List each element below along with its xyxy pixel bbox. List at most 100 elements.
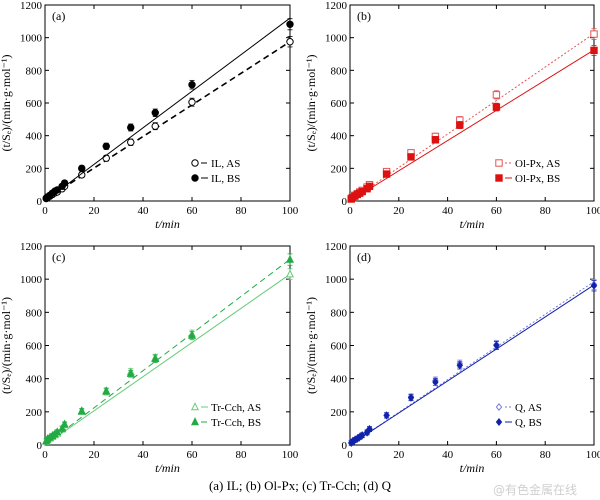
x-tick-label: 40 (442, 449, 454, 461)
data-point (127, 123, 135, 132)
data-point (127, 138, 135, 146)
y-tick-label: 600 (26, 98, 43, 110)
data-point (286, 38, 294, 46)
data-point (456, 121, 464, 129)
x-axis-label: t/min (460, 461, 485, 475)
data-point (493, 341, 500, 350)
y-tick-label: 200 (331, 163, 348, 175)
y-axis-label: (t/Sₑ)/(min·g·mol⁻¹) (0, 297, 13, 394)
legend-label: Ol-Px, BS (515, 173, 560, 185)
data-point (188, 98, 196, 106)
y-tick-label: 1000 (20, 33, 43, 45)
y-tick-label: 200 (26, 163, 43, 175)
legend: IL, AS IL, BS (191, 158, 240, 185)
x-tick-label: 0 (347, 205, 353, 217)
y-tick-label: 1200 (325, 241, 348, 253)
x-axis-label: t/min (155, 217, 180, 231)
x-tick-label: 20 (89, 205, 101, 217)
panel-label: (b) (357, 9, 371, 23)
series-2 (42, 253, 295, 446)
series-2 (347, 44, 598, 203)
fit-line (349, 33, 595, 202)
chart-panel-3: 0 20 40 60 80 100020040060080010001200(c)t/mi… (0, 241, 299, 475)
legend-marker (191, 159, 199, 167)
legend-marker (495, 174, 503, 182)
legend-label: IL, BS (211, 173, 240, 185)
y-tick-label: 800 (331, 307, 348, 319)
legend-label: Q, BS (515, 417, 542, 429)
x-tick-label: 100 (282, 449, 299, 461)
x-tick-label: 40 (138, 205, 150, 217)
data-point (188, 81, 196, 89)
x-axis-label: t/min (155, 461, 180, 475)
data-point (102, 154, 110, 162)
figure-caption: (a) IL; (b) Ol-Px; (c) Tr-Cch; (d) Q (208, 478, 392, 493)
y-tick-label: 400 (331, 131, 348, 143)
y-tick-label: 600 (26, 341, 43, 353)
x-tick-label: 40 (138, 449, 150, 461)
data-point (382, 170, 391, 178)
y-tick-label: 200 (331, 407, 348, 419)
series-2 (348, 280, 598, 448)
plot-frame (44, 245, 291, 446)
data-point (126, 368, 135, 377)
x-tick-label: 80 (236, 205, 248, 217)
y-tick-label: 600 (331, 341, 348, 353)
legend: Q, AS Q, BS (495, 402, 542, 429)
x-tick-label: 0 (42, 449, 48, 461)
data-point (53, 186, 61, 194)
y-tick-label: 400 (26, 131, 43, 143)
x-tick-label: 60 (491, 449, 503, 461)
data-point (60, 419, 69, 428)
panel-label: (d) (357, 250, 371, 264)
y-tick-label: 1000 (325, 33, 348, 45)
x-tick-label: 60 (491, 205, 503, 217)
data-point (590, 30, 598, 38)
data-point (151, 109, 159, 117)
data-point (431, 136, 440, 144)
x-tick-label: 60 (187, 205, 199, 217)
data-point (151, 122, 159, 130)
data-point (383, 411, 390, 420)
fit-line (349, 284, 595, 446)
data-point (60, 179, 69, 187)
panel-label: (a) (52, 9, 65, 23)
data-point (77, 406, 86, 415)
data-point (492, 91, 501, 99)
legend: Tr-Cch, AS Tr-Cch, BS (190, 402, 261, 429)
y-tick-label: 200 (26, 407, 43, 419)
series-2 (42, 17, 294, 202)
fit-line (349, 49, 595, 202)
legend-marker (495, 402, 503, 412)
series-1 (348, 278, 598, 447)
x-tick-label: 80 (540, 205, 552, 217)
fit-line (44, 273, 291, 446)
panel-label: (c) (52, 250, 65, 264)
fit-line (44, 17, 291, 202)
y-axis-label: (t/Sₑ)/(min·g·mol⁻¹) (304, 55, 318, 152)
legend-label: Tr-Cch, BS (211, 417, 261, 429)
data-point (365, 182, 374, 191)
legend-marker (190, 417, 200, 426)
y-tick-label: 0 (342, 440, 348, 452)
data-point (151, 353, 160, 362)
y-axis-label: (t/Sₑ)/(min·g·mol⁻¹) (0, 55, 13, 152)
chart-panel-2: 0 20 40 60 80 100020040060080010001200(b)t/mi… (304, 0, 600, 231)
x-tick-label: 20 (393, 205, 405, 217)
data-point (492, 103, 501, 111)
data-point (366, 425, 373, 434)
y-tick-label: 400 (26, 374, 43, 386)
y-tick-label: 800 (331, 65, 348, 77)
data-point (102, 386, 111, 395)
data-point (285, 254, 295, 263)
x-tick-label: 0 (42, 205, 48, 217)
x-tick-label: 100 (586, 449, 600, 461)
x-tick-label: 20 (393, 449, 405, 461)
y-tick-label: 600 (331, 98, 348, 110)
y-tick-label: 1200 (325, 0, 348, 12)
legend-label: Tr-Cch, AS (211, 402, 261, 414)
data-point (590, 281, 598, 290)
legend: Ol-Px, AS Ol-Px, BS (495, 158, 560, 185)
data-point (286, 20, 294, 28)
